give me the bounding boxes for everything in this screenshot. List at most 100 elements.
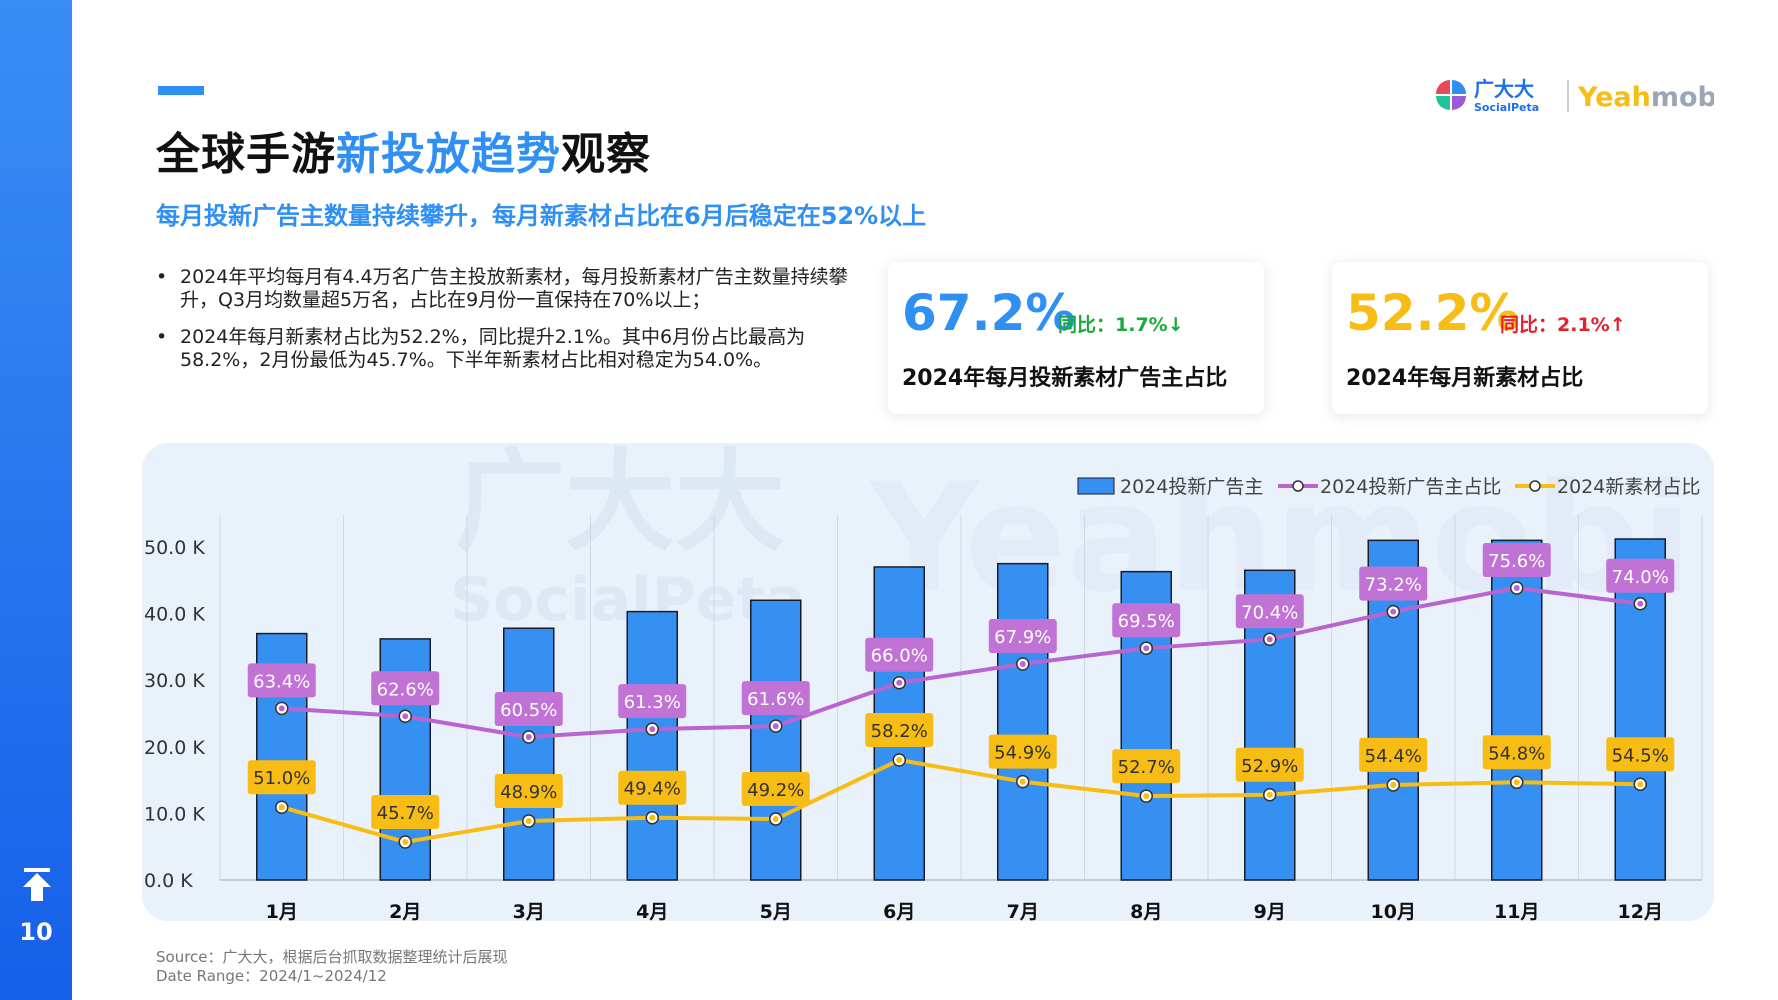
purple-data-label: 70.4% (1241, 602, 1298, 623)
bar (503, 627, 555, 881)
purple-data-label: 63.4% (253, 671, 310, 692)
gold-data-label: 48.9% (500, 782, 557, 803)
gold-data-label-bg (865, 713, 934, 747)
page-number: 10 (19, 918, 53, 946)
source-note: Source：广大大，根据后台抓取数据整理统计后展现 Date Range：20… (156, 948, 508, 986)
kpi-label: 2024年每月投新素材广告主占比 (902, 366, 1228, 391)
purple-point-core (402, 713, 409, 720)
gold-data-label-bg (1235, 747, 1304, 782)
gold-data-label: 52.9% (1241, 756, 1298, 777)
gold-data-label-bg (247, 760, 316, 795)
brand-logos: 广大大 SocialPeta Yeahmobi (1432, 76, 1726, 116)
bullet-item: 2024年每月新素材占比为52.2%，同比提升2.1%。其中6月份占比最高为58… (156, 326, 876, 372)
gold-data-label-bg (1606, 737, 1675, 772)
gold-data-label-bg (1482, 735, 1551, 770)
yeahmobi-logo: Yeahmobi (1577, 82, 1714, 113)
gold-point-core (896, 757, 903, 763)
gold-point-core (649, 814, 656, 821)
purple-point-core (1513, 585, 1520, 591)
gold-data-label: 54.8% (1488, 743, 1545, 764)
gold-data-label-bg (494, 774, 563, 809)
purple-point-core (896, 679, 903, 686)
legend-marker (1292, 480, 1304, 492)
gold-point-core (278, 804, 285, 811)
gold-point-core (1019, 778, 1026, 785)
gold-data-label-bg (371, 795, 440, 829)
purple-data-label-bg (988, 618, 1057, 653)
y-tick-label: 50.0 K (144, 537, 205, 559)
y-tick-label: 30.0 K (144, 670, 205, 692)
gold-point-core (1143, 793, 1150, 800)
purple-point-core (1266, 636, 1273, 643)
y-tick-label: 40.0 K (144, 604, 205, 626)
x-tick-label: 5月 (760, 901, 792, 923)
gold-data-label-bg (988, 734, 1057, 769)
purple-data-label-bg (494, 692, 563, 726)
purple-series-line (281, 585, 1641, 740)
purple-data-label-bg (247, 663, 316, 698)
left-sidebar: 10 (0, 0, 72, 1000)
purple-data-label-bg (1359, 566, 1428, 601)
gold-data-label: 49.4% (624, 779, 681, 800)
kpi-value: 52.2% (1346, 284, 1520, 342)
purple-data-label: 61.6% (747, 689, 804, 710)
purple-data-label-bg (865, 637, 934, 672)
gold-point-core (525, 818, 532, 825)
gold-data-label-bg (1112, 749, 1181, 784)
gold-data-label: 49.2% (747, 780, 804, 801)
gold-point-core (1637, 781, 1644, 788)
x-tick-label: 1月 (266, 901, 298, 923)
summary-bullets: 2024年平均每月有4.4万名广告主投放新素材，每月投新素材广告主数量持续攀升，… (156, 266, 876, 386)
bar (1491, 539, 1543, 881)
source-line: Source：广大大，根据后台抓取数据整理统计后展现 (156, 948, 508, 966)
purple-data-label: 69.5% (1118, 611, 1175, 632)
date-range-line: Date Range：2024/1~2024/12 (156, 967, 387, 985)
purple-point-core (772, 723, 779, 730)
kpi-yoy: 同比：1.7%↓ (1058, 314, 1184, 336)
kpi-card-creative-ratio: 52.2% 同比：2.1%↑ 2024年每月新素材占比 (1332, 262, 1708, 414)
legend-marker (1529, 480, 1541, 492)
gold-data-label: 58.2% (871, 721, 928, 742)
x-tick-label: 4月 (636, 901, 668, 923)
legend-label: 2024投新广告主占比 (1320, 476, 1501, 498)
x-tick-label: 8月 (1130, 901, 1162, 923)
purple-data-label-bg (1112, 603, 1181, 638)
title-accent-bar (158, 86, 204, 95)
purple-data-label: 73.2% (1365, 575, 1422, 596)
purple-point-core (278, 705, 285, 712)
purple-data-label: 75.6% (1488, 551, 1545, 572)
legend-label: 2024投新广告主 (1120, 476, 1263, 498)
gold-series-line (281, 757, 1641, 845)
purple-data-label: 62.6% (377, 679, 434, 700)
gold-data-label-bg (618, 770, 687, 805)
x-tick-label: 11月 (1494, 901, 1539, 923)
gold-data-label: 45.7% (377, 803, 434, 824)
kpi-label: 2024年每月新素材占比 (1346, 366, 1584, 391)
y-tick-label: 0.0 K (144, 870, 193, 892)
gold-data-label: 54.9% (994, 743, 1051, 764)
purple-data-label: 60.5% (500, 700, 557, 721)
gold-data-label: 54.5% (1612, 745, 1669, 766)
purple-data-label: 67.9% (994, 627, 1051, 648)
gold-point-core (772, 816, 779, 823)
purple-data-label-bg (741, 681, 810, 716)
x-tick-label: 10月 (1371, 901, 1416, 923)
bar (1614, 538, 1666, 881)
kpi-value: 67.2% (902, 284, 1076, 342)
purple-point-core (1637, 600, 1644, 607)
x-tick-label: 7月 (1007, 901, 1039, 923)
legend-label: 2024新素材占比 (1557, 476, 1700, 498)
purple-data-label: 66.0% (871, 646, 928, 667)
purple-point-core (525, 734, 532, 740)
purple-data-label-bg (618, 684, 687, 719)
purple-data-label: 61.3% (624, 692, 681, 713)
purple-point-core (1143, 645, 1150, 652)
back-to-top-icon[interactable] (22, 868, 52, 902)
page-title: 全球手游新投放趋势观察 (156, 129, 651, 180)
x-tick-label: 2月 (389, 901, 421, 923)
purple-point-core (1390, 608, 1397, 615)
gold-point-core (1513, 779, 1520, 786)
purple-point-core (1019, 660, 1026, 667)
purple-point-core (649, 726, 656, 733)
